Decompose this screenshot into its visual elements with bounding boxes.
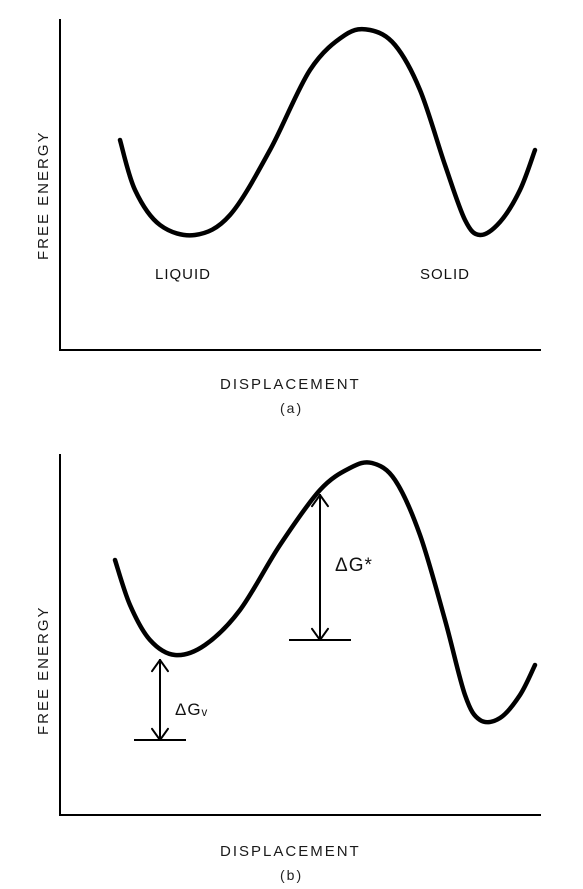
- panel-b-x-axis-label: DISPLACEMENT: [220, 843, 361, 860]
- figure-svg: [0, 0, 583, 889]
- figure-page: { "canvas": { "width": 583, "height": 88…: [0, 0, 583, 889]
- panel-a-tag: (a): [280, 400, 303, 416]
- panel-b-delta-g-v-label: ΔGᵥ: [175, 700, 208, 720]
- panel-a-x-axis-label: DISPLACEMENT: [220, 376, 361, 393]
- panel-a-liquid-label: LIQUID: [155, 266, 211, 283]
- panel-b-delta-g-star-label: ΔG*: [335, 555, 373, 577]
- panel-a-solid-label: SOLID: [420, 266, 470, 283]
- panel-b-tag: (b): [280, 867, 303, 883]
- panel-a-y-axis-label: FREE ENERGY: [35, 130, 52, 260]
- panel-b-y-axis-label: FREE ENERGY: [35, 605, 52, 735]
